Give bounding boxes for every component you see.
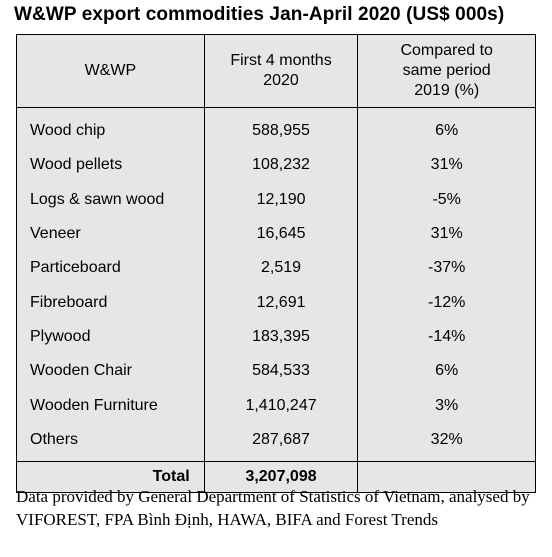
table-row: Wooden Furniture 1,410,247 3% <box>16 388 536 423</box>
header-wwp: W&WP <box>16 34 205 108</box>
header-compared-line-3: 2019 (%) <box>414 82 480 99</box>
total-row: Total 3,207,098 <box>16 460 536 493</box>
row-name: Wooden Chair <box>16 354 205 389</box>
row-name: Plywood <box>16 319 205 355</box>
table-row: Wood chip 588,955 6% <box>16 114 536 149</box>
table-row: Logs & sawn wood 12,190 -5% <box>16 182 536 217</box>
row-name: Fibreboard <box>16 285 205 320</box>
table-row: Veneer 16,645 31% <box>16 216 536 252</box>
row-change: -14% <box>357 319 536 355</box>
row-value: 588,955 <box>203 114 359 149</box>
row-value: 1,410,247 <box>203 388 359 423</box>
row-value: 108,232 <box>203 148 359 183</box>
row-value: 12,190 <box>203 182 359 217</box>
row-change: 31% <box>357 216 536 252</box>
row-value: 16,645 <box>203 216 359 252</box>
row-value: 287,687 <box>203 422 359 457</box>
row-value: 183,395 <box>203 319 359 355</box>
header-compared: Compared to same period 2019 (%) <box>357 34 536 108</box>
row-name: Wood pellets <box>16 148 205 183</box>
table-row: Others 287,687 32% <box>16 422 536 457</box>
row-change: -5% <box>357 182 536 217</box>
row-change: 32% <box>357 422 536 457</box>
header-first-4-months-line-1: First 4 months <box>230 52 332 69</box>
row-name: Particeboard <box>16 251 205 286</box>
table-row: Wooden Chair 584,533 6% <box>16 354 536 389</box>
row-change: 31% <box>357 148 536 183</box>
table-row: Wood pellets 108,232 31% <box>16 148 536 183</box>
row-value: 12,691 <box>203 285 359 320</box>
row-change: 3% <box>357 388 536 423</box>
table-header-row: W&WP First 4 months 2020 Compared to sam… <box>16 34 536 108</box>
row-name: Others <box>16 422 205 457</box>
total-change <box>357 460 536 493</box>
header-first-4-months-line-2: 2020 <box>263 72 299 89</box>
row-change: -37% <box>357 251 536 286</box>
row-change: 6% <box>357 354 536 389</box>
row-value: 584,533 <box>203 354 359 389</box>
table-row: Fibreboard 12,691 -12% <box>16 285 536 320</box>
row-change: -12% <box>357 285 536 320</box>
row-value: 2,519 <box>203 251 359 286</box>
header-first-4-months: First 4 months 2020 <box>203 34 359 108</box>
table-row: Plywood 183,395 -14% <box>16 319 536 355</box>
page-title: W&WP export commodities Jan-April 2020 (… <box>14 4 505 25</box>
total-label: Total <box>16 460 205 493</box>
row-change: 6% <box>357 114 536 149</box>
export-table: W&WP First 4 months 2020 Compared to sam… <box>16 34 536 493</box>
source-footnote: Data provided by General Department of S… <box>16 487 530 529</box>
header-compared-line-1: Compared to <box>400 42 493 59</box>
row-name: Wood chip <box>16 114 205 149</box>
row-name: Wooden Furniture <box>16 388 205 423</box>
row-name: Logs & sawn wood <box>16 182 205 217</box>
header-compared-line-2: same period <box>402 62 491 79</box>
row-name: Veneer <box>16 216 205 252</box>
table-row: Particeboard 2,519 -37% <box>16 251 536 286</box>
total-value: 3,207,098 <box>203 460 359 493</box>
